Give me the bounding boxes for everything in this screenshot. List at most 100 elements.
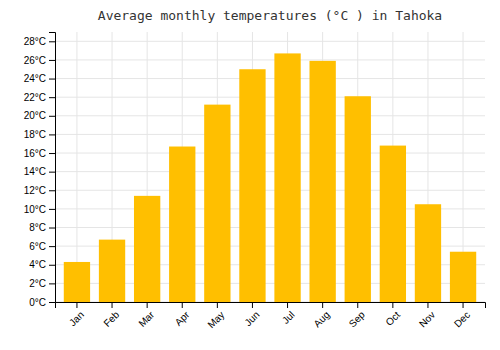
x-tick: Feb <box>101 302 121 329</box>
grid-line-x <box>76 32 77 302</box>
y-tick-label: 12°C <box>24 185 46 196</box>
x-tick-label: Jun <box>242 309 261 328</box>
y-tick: 26°C <box>24 55 55 66</box>
y-tick-label: 16°C <box>24 148 46 159</box>
bar <box>64 262 90 302</box>
x-tick-mark <box>357 302 358 308</box>
x-tick-label: Feb <box>101 309 121 329</box>
x-tick: Jun <box>242 302 261 328</box>
y-tick: 12°C <box>24 185 55 196</box>
grid-line-y <box>55 153 485 154</box>
bar <box>345 96 371 302</box>
y-tick-mark <box>49 283 55 284</box>
x-tick: Apr <box>173 302 192 328</box>
y-tick-mark <box>49 41 55 42</box>
y-tick: 24°C <box>24 73 55 84</box>
bar <box>309 61 335 302</box>
chart: 0°C 2°C 4°C 6°C 8°C 10°C 12°C 14°C 16°C 18°C 20°C 2… <box>0 0 500 350</box>
y-tick-mark <box>49 228 55 229</box>
x-tick: Jan <box>67 302 86 328</box>
bar <box>134 196 160 302</box>
x-tick-mark <box>287 302 288 308</box>
x-tick-label: Jan <box>67 309 86 328</box>
x-tick-label: Mar <box>136 309 156 329</box>
y-tick: 8°C <box>29 222 55 233</box>
grid-line-y <box>55 134 485 135</box>
x-tick-label: May <box>205 309 226 330</box>
bar <box>169 147 195 302</box>
bar <box>450 252 476 302</box>
x-tick-mark <box>76 302 77 308</box>
y-tick: 22°C <box>24 92 55 103</box>
y-tick-label: 14°C <box>24 166 46 177</box>
y-tick-mark <box>49 190 55 191</box>
y-tick-label: 8°C <box>29 222 46 233</box>
y-tick: 4°C <box>29 259 55 270</box>
y-axis-line <box>49 33 56 303</box>
grid-line-y <box>55 78 485 79</box>
x-tick-label: Jul <box>280 309 297 326</box>
grid-line-y <box>55 59 485 60</box>
y-tick-label: 2°C <box>29 278 46 289</box>
x-tick: Oct <box>383 302 402 328</box>
y-tick-label: 28°C <box>24 36 46 47</box>
bar <box>380 146 406 302</box>
x-tick-mark <box>427 302 428 308</box>
y-tick-mark <box>49 246 55 247</box>
x-tick-mark <box>147 302 148 308</box>
x-tick: May <box>205 302 226 330</box>
y-tick-label: 22°C <box>24 92 46 103</box>
x-tick: Dec <box>452 302 472 329</box>
y-tick-label: 4°C <box>29 259 46 270</box>
y-tick-label: 24°C <box>24 73 46 84</box>
x-axis-line <box>56 303 486 309</box>
x-tick-label: Sep <box>347 309 368 330</box>
y-tick-mark <box>49 153 55 154</box>
y-tick-label: 10°C <box>24 204 46 215</box>
bars <box>64 53 476 302</box>
x-tick-mark <box>463 302 464 308</box>
y-tick-mark <box>49 116 55 117</box>
y-tick: 20°C <box>24 110 55 121</box>
y-tick: 10°C <box>24 204 55 215</box>
bar <box>99 240 125 302</box>
grid-line-y <box>55 190 485 191</box>
plot-area: 0°C 2°C 4°C 6°C 8°C 10°C 12°C 14°C 16°C 18°C 20°C 2… <box>24 32 486 330</box>
grid-line-y <box>55 171 485 172</box>
title: Average monthly temperatures (°C ) in Ta… <box>98 8 442 23</box>
bar <box>274 53 300 302</box>
y-tick-label: 6°C <box>29 241 46 252</box>
y-tick-label: 20°C <box>24 110 46 121</box>
y-tick: 18°C <box>24 129 55 140</box>
y-tick-mark <box>49 97 55 98</box>
y-tick: 0°C <box>29 297 55 308</box>
x-tick: Nov <box>417 302 437 329</box>
bar <box>239 69 265 302</box>
y-tick-mark <box>49 60 55 61</box>
y-tick-mark <box>49 172 55 173</box>
x-tick-mark <box>322 302 323 308</box>
x-tick-mark <box>217 302 218 308</box>
y-tick: 14°C <box>24 166 55 177</box>
y-tick: 2°C <box>29 278 55 289</box>
grid-line-y <box>55 41 485 42</box>
x-tick-label: Oct <box>383 309 402 328</box>
y-tick-mark <box>49 134 55 135</box>
y-tick: 16°C <box>24 148 55 159</box>
bar <box>415 204 441 302</box>
y-tick-label: 18°C <box>24 129 46 140</box>
x-tick-mark <box>392 302 393 308</box>
x-axis: Jan Feb Mar Apr May Jun Jul Aug Sep Oct Nov Dec <box>56 302 486 330</box>
x-tick-label: Nov <box>417 309 437 329</box>
grid-line-y <box>55 115 485 116</box>
y-tick-mark <box>49 302 55 303</box>
y-tick: 6°C <box>29 241 55 252</box>
y-axis: 0°C 2°C 4°C 6°C 8°C 10°C 12°C 14°C 16°C 18°C 20°C 2… <box>24 33 56 308</box>
x-tick: Sep <box>347 302 368 329</box>
grid <box>55 32 485 302</box>
grid-line-y <box>55 97 485 98</box>
x-tick: Aug <box>311 302 331 329</box>
y-tick-label: 0°C <box>29 297 46 308</box>
x-tick-mark <box>112 302 113 308</box>
x-tick: Mar <box>136 302 156 329</box>
